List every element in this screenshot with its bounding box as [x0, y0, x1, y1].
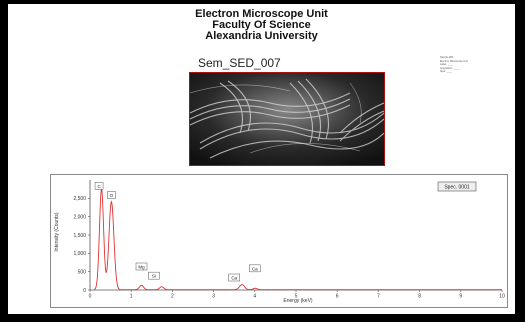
y-tick-label: 1,000	[73, 251, 86, 257]
x-tick-label: 6	[336, 294, 339, 300]
x-axis-label: Energy (keV)	[283, 298, 313, 304]
x-tick-label: 1	[130, 294, 133, 300]
y-tick-label: 2,500	[73, 196, 86, 202]
x-tick-label: 9	[459, 294, 462, 300]
side-note-line: Label: ____	[440, 63, 454, 66]
peak-label-mg: Mg	[138, 265, 145, 270]
x-tick-label: 10	[499, 294, 505, 300]
side-note: Sample ##1 Electron Microscope Unit Labe…	[440, 56, 490, 74]
x-tick-label: 8	[418, 294, 421, 300]
sem-image-title: Sem_SED_007	[198, 56, 281, 70]
x-tick-label: 2	[171, 294, 174, 300]
x-tick-label: 0	[89, 294, 92, 300]
header-line-university: Alexandria University	[205, 30, 318, 42]
x-tick-label: 4	[253, 294, 256, 300]
legend-label: Spec. 0001	[444, 185, 470, 191]
y-axis-ticks: 0 500 1,000 1,500 2,000 2,500	[73, 196, 90, 294]
legend-box	[437, 181, 477, 192]
side-note-line: Electron Microscope Unit	[440, 59, 468, 63]
eds-spectrum-chart: 0 500 1,000 1,500 2,000 2,500 0 1 2 3 4 5 6 7 8 9 10 C O…	[54, 180, 505, 304]
y-tick-label: 0	[83, 288, 86, 294]
x-tick-label: 7	[377, 294, 380, 300]
peak-label-c: C	[97, 184, 101, 189]
peak-label-box	[228, 273, 240, 282]
peak-label-ca: Ca	[231, 276, 237, 281]
peak-label-ca: Ca	[252, 266, 258, 271]
report-header: Electron Microscope Unit Faculty Of Scie…	[8, 9, 515, 42]
peak-label-o: O	[110, 193, 114, 198]
y-tick-label: 2,000	[73, 214, 86, 220]
peak-label-box	[94, 182, 104, 190]
spectrum-chart-frame	[50, 174, 508, 308]
x-tick-label: 5	[295, 294, 298, 300]
peak-label-box	[135, 262, 148, 271]
peak-label-box	[148, 271, 160, 280]
side-note-line: Sample ##1	[440, 56, 454, 59]
peak-labels: C O Mg Si Ca Ca	[94, 182, 261, 282]
peak-label-box	[249, 264, 261, 273]
y-axis-label: Intensity (Counts)	[54, 212, 60, 252]
peak-label-box	[107, 191, 116, 199]
header-line-faculty: Faculty Of Science	[212, 19, 311, 31]
header-line-unit: Electron Microscope Unit	[195, 8, 328, 20]
peak-label-si: Si	[152, 274, 156, 279]
side-note-line: Acquisition: ____	[440, 66, 460, 70]
report-page: Electron Microscope Unit Faculty Of Scie…	[8, 4, 515, 314]
sem-micrograph	[189, 72, 385, 166]
x-tick-label: 3	[212, 294, 215, 300]
side-note-line: Spot: ____	[440, 70, 453, 73]
spectrum-series-line	[93, 188, 502, 291]
y-tick-label: 1,500	[73, 233, 86, 239]
y-tick-label: 500	[78, 269, 87, 275]
